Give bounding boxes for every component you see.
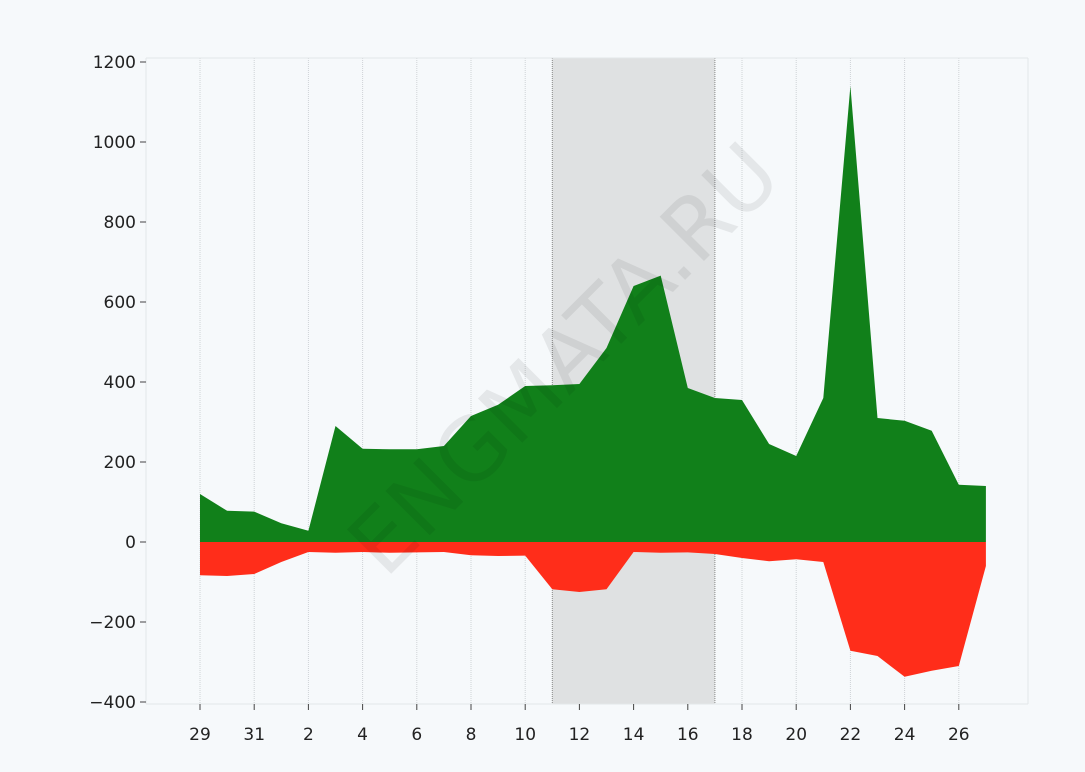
- x-tick-label: 18: [731, 725, 753, 745]
- y-tick-label: 1000: [93, 133, 136, 153]
- x-tick-label: 10: [514, 725, 536, 745]
- x-tick-label: 8: [466, 725, 477, 745]
- y-tick-label: 200: [104, 453, 136, 473]
- x-tick-label: 12: [569, 725, 591, 745]
- x-tick-label: 4: [357, 725, 368, 745]
- x-tick-label: 26: [948, 725, 970, 745]
- axes: [140, 57, 1029, 710]
- y-tick-label: 1200: [93, 53, 136, 73]
- x-tick-label: 29: [189, 725, 211, 745]
- y-tick-label: −200: [89, 613, 136, 633]
- x-tick-label: 6: [411, 725, 422, 745]
- x-tick-label: 24: [894, 725, 916, 745]
- x-tick-label: 14: [623, 725, 645, 745]
- y-tick-label: −400: [89, 693, 136, 713]
- y-tick-label: 600: [104, 293, 136, 313]
- x-tick-label: 22: [840, 725, 862, 745]
- x-tick-label: 16: [677, 725, 699, 745]
- area-series-1: [200, 86, 986, 542]
- x-tick-label: 20: [785, 725, 807, 745]
- area-series-2: [200, 542, 986, 677]
- x-tick-label: 2: [303, 725, 314, 745]
- x-tick-label: 31: [243, 725, 265, 745]
- y-tick-label: 0: [125, 533, 136, 553]
- y-tick-label: 800: [104, 213, 136, 233]
- area-series-layer: [200, 86, 986, 677]
- y-tick-label: 400: [104, 373, 136, 393]
